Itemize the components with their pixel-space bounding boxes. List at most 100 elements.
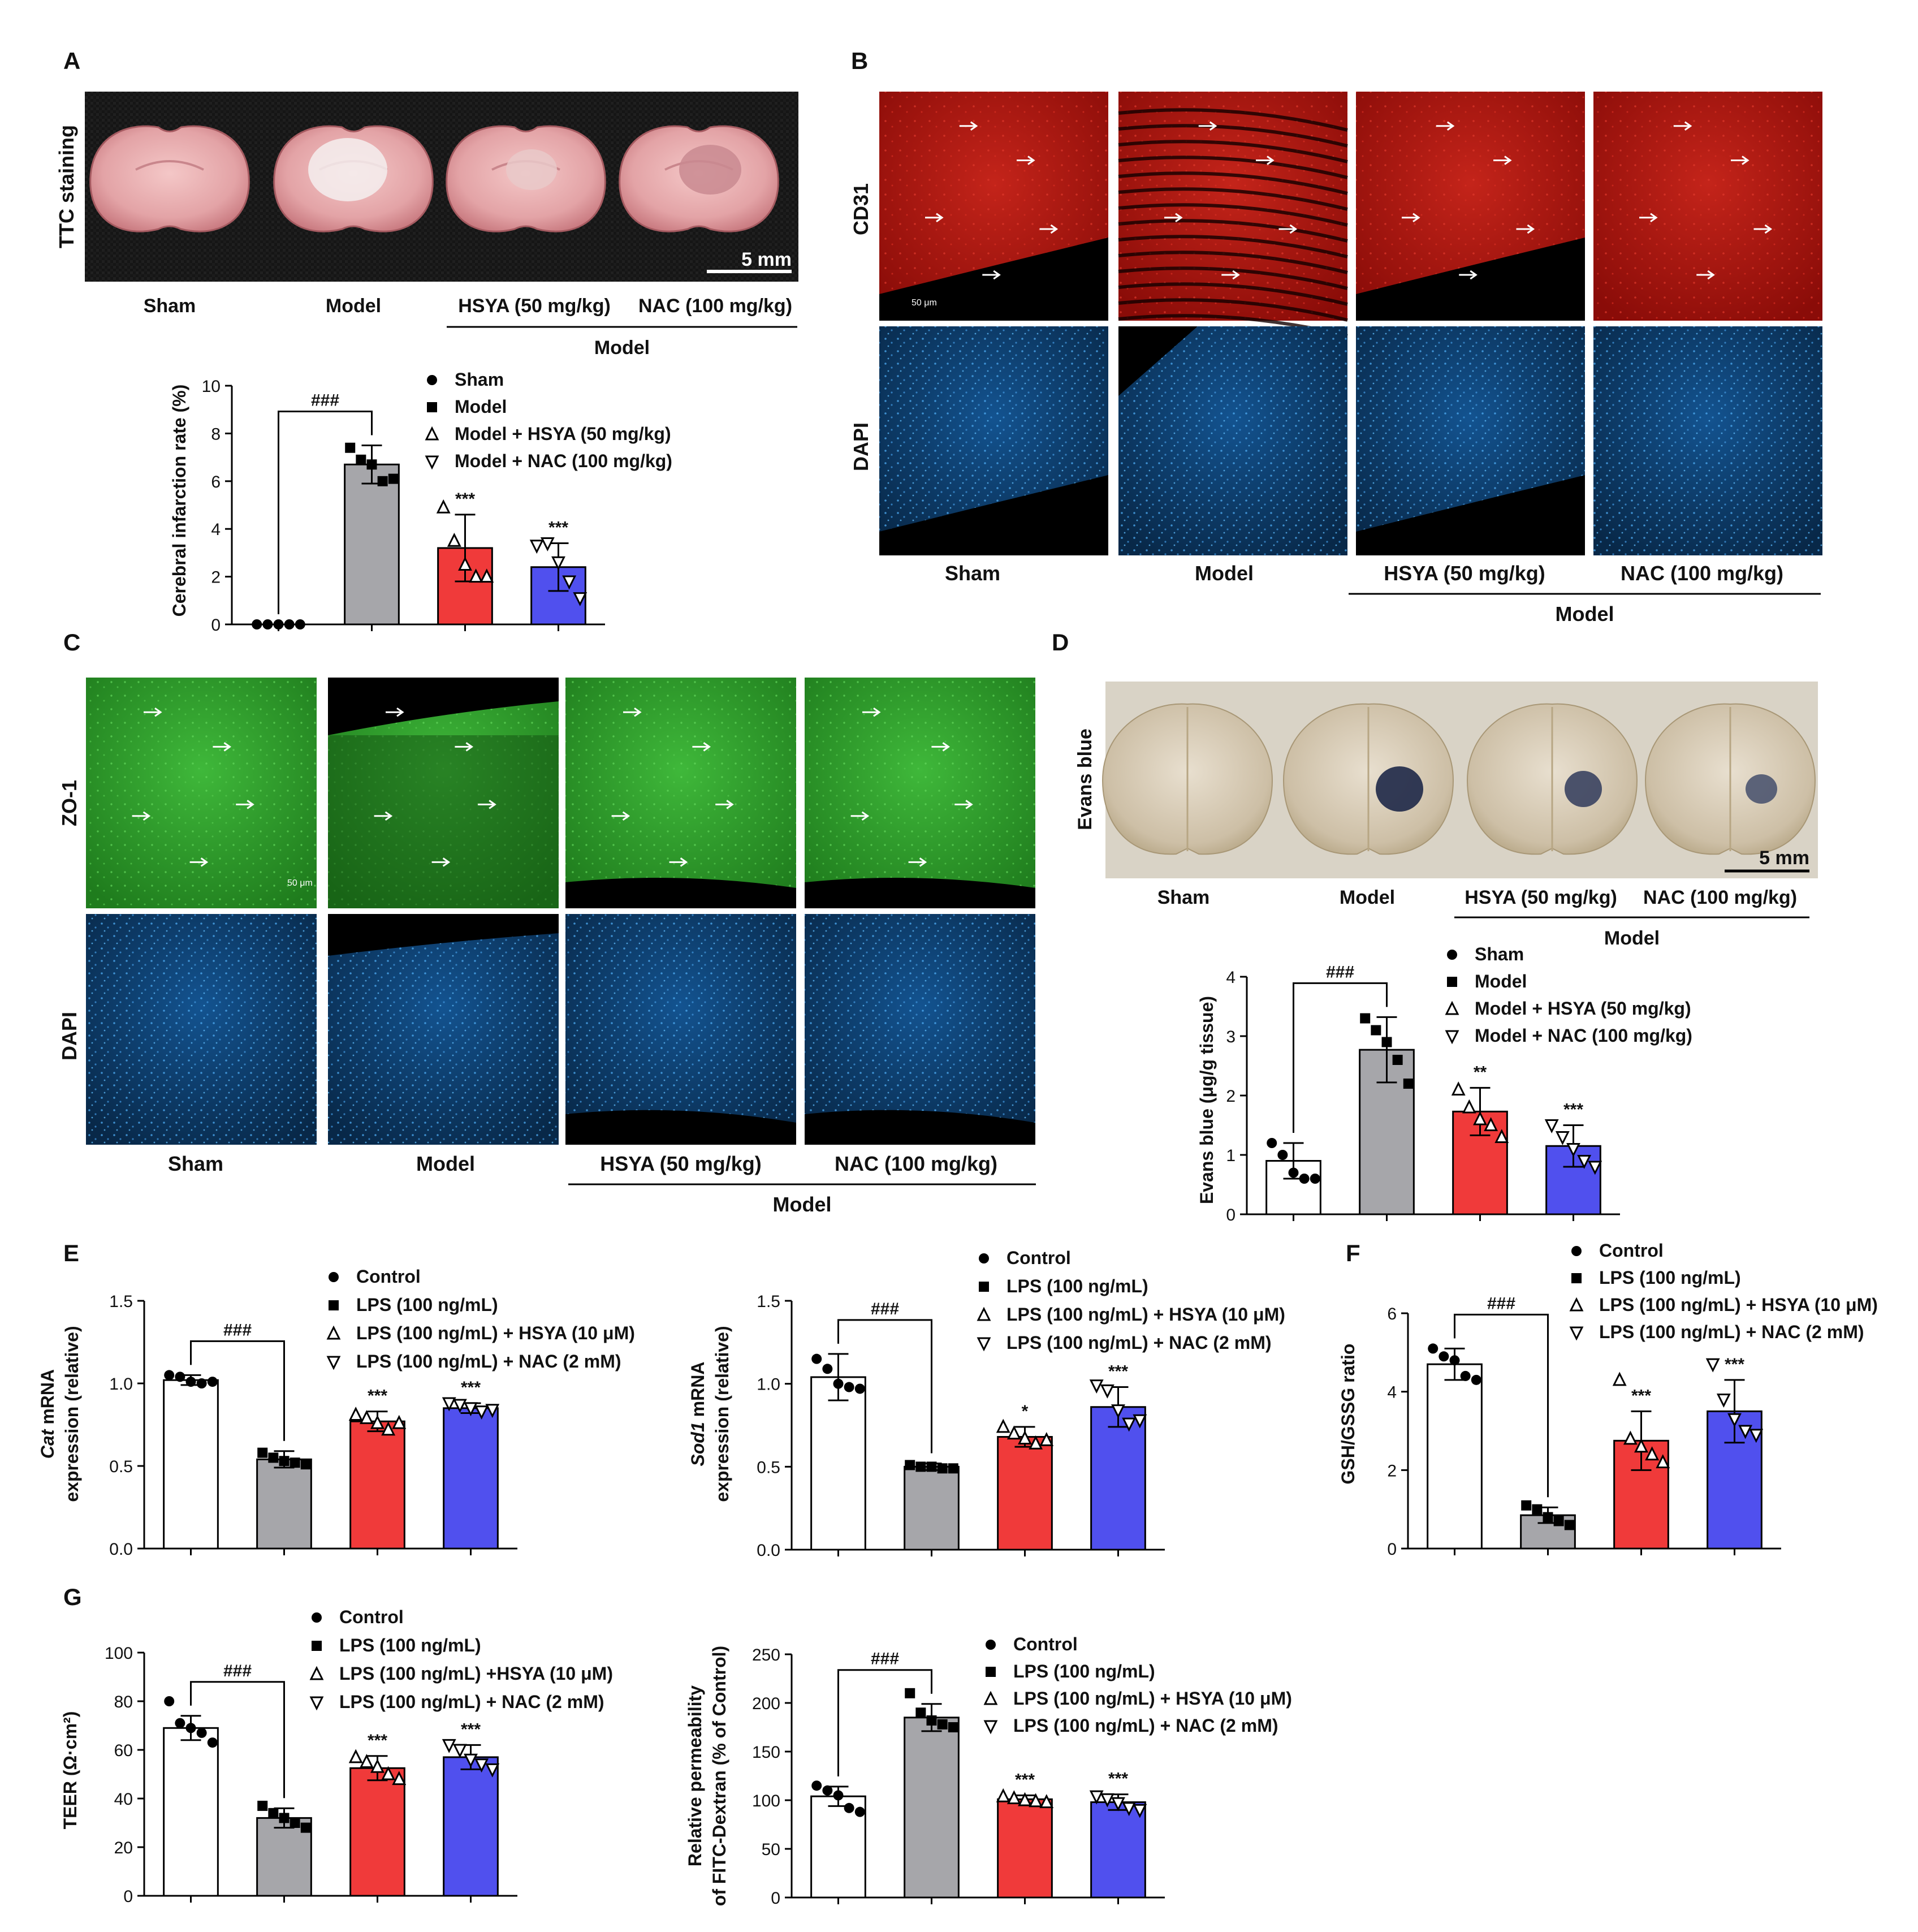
data-point [1716,1394,1731,1408]
significance-bracket [190,1681,285,1799]
data-point [262,619,273,629]
dapi-image [879,326,1108,555]
data-point [844,1802,854,1813]
data-point [329,1300,339,1310]
data-point [290,1818,300,1828]
y-axis-label: Evans blue (μg/g tissue) [1196,996,1217,1204]
dapi-image [1593,326,1822,555]
legend-entry: Model + NAC (100 mg/kg) [1475,1025,1692,1046]
y-tick-label: 60 [114,1741,133,1760]
data-point [427,402,437,412]
y-tick-label: 0.0 [757,1541,780,1560]
data-point [1100,1793,1114,1808]
y-tick-label: 40 [114,1790,133,1809]
data-point [1612,1372,1627,1386]
data-point [1447,977,1457,987]
y-tick-label: 1.5 [109,1292,133,1311]
data-point [1544,1119,1559,1133]
bar [810,1376,866,1551]
data-point [392,1414,407,1429]
group-label: HSYA (50 mg/kg) [458,295,611,317]
y-tick-label: 0 [123,1887,133,1906]
bar [443,1756,499,1897]
data-point [833,1378,844,1389]
evans-blue-brain [1101,703,1273,855]
significance-stars: *** [368,1387,387,1405]
data-point [312,1641,322,1651]
group-label: Sham [945,562,1000,585]
group-label: Model [326,295,381,317]
data-point [529,540,544,554]
data-point [1738,1425,1753,1439]
bar-chart: 0.0 0.5 1.0 1.5 *** *** ### Control LPS (100 ng/… [109,1266,635,1559]
data-point [1438,1351,1449,1362]
data-point [1039,1794,1054,1808]
legend-entry: LPS (100 ng/mL) [1013,1661,1155,1681]
scale-bar-label: 5 mm [1759,847,1809,869]
evans-blue-brain [1644,703,1816,855]
data-point [915,1707,926,1718]
y-tick-label: 4 [1387,1383,1397,1402]
data-point [540,537,555,551]
data-point [436,499,451,514]
data-point [442,1739,456,1753]
data-point [464,1753,478,1768]
significance-bracket [278,411,373,614]
panel-letter: D [1052,629,1069,656]
data-point [854,1806,865,1817]
data-point [207,1737,218,1748]
legend-entry: LPS (100 ng/mL) + HSYA (10 μM) [1599,1295,1878,1315]
data-point [833,1790,844,1801]
y-tick-label: 4 [1226,968,1236,987]
data-point [1447,950,1457,960]
y-axis-label: expression (relative) [712,1326,732,1502]
data-point [273,619,284,629]
y-axis-label: expression (relative) [62,1326,82,1502]
panel-letter: A [63,48,80,74]
data-point [485,1763,500,1778]
y-tick-label: 0 [1387,1540,1397,1559]
y-tick-label: 1.0 [757,1375,780,1394]
evans-blue-brain [1282,703,1454,855]
significance-stars: *** [1563,1101,1583,1119]
dapi-image [1356,326,1585,555]
data-point [1445,1000,1459,1015]
data-point [452,1744,467,1758]
significance-bracket [837,1319,932,1454]
data-point [458,557,472,571]
data-point [1532,1504,1543,1515]
group-label: NAC (100 mg/kg) [1643,887,1797,908]
data-point [257,1800,268,1811]
significance-stars: *** [368,1731,387,1750]
bar [349,1767,405,1897]
data-point [196,1727,207,1738]
legend-entry: LPS (100 ng/mL) [1599,1267,1741,1288]
data-point [300,1822,311,1833]
panel-letter: B [851,48,868,74]
data-point [370,1758,385,1773]
row-label: DAPI [58,1012,81,1060]
data-point [996,1788,1010,1802]
data-point [442,1397,456,1412]
legend-entry: LPS (100 ng/mL) + NAC (2 mM) [1599,1322,1864,1342]
y-tick-label: 100 [752,1792,780,1810]
bracket-label: Model [1556,602,1614,626]
legend-entry: LPS (100 ng/mL) [356,1295,498,1315]
significance-hash: ### [871,1300,899,1318]
data-point [345,442,356,453]
group-label: Model [1340,887,1395,908]
data-point [452,1399,467,1413]
data-point [290,1457,300,1468]
data-point [1588,1161,1602,1175]
data-point [926,1715,937,1726]
data-point [983,1690,998,1705]
data-point [268,1808,279,1818]
group-label: HSYA (50 mg/kg) [1384,562,1545,585]
y-tick-label: 6 [1387,1305,1397,1323]
legend-entry: Control [356,1266,421,1287]
ttc-brain-slice [446,125,606,232]
data-point [196,1378,207,1388]
group-label: HSYA (50 mg/kg) [1465,887,1617,908]
bracket-label: Model [1604,928,1660,949]
